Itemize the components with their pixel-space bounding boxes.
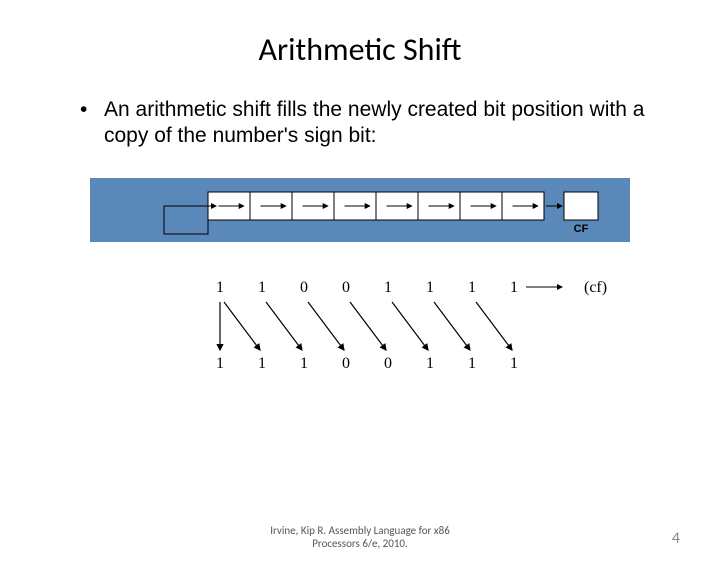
svg-text:0: 0: [384, 355, 392, 372]
svg-text:1: 1: [510, 355, 518, 372]
svg-text:0: 0: [342, 279, 350, 296]
bullet-block: • An arithmetic shift fills the newly cr…: [0, 97, 720, 150]
bullet-text: An arithmetic shift fills the newly crea…: [104, 97, 660, 150]
svg-text:1: 1: [216, 279, 224, 296]
svg-text:1: 1: [426, 279, 434, 296]
svg-text:1: 1: [216, 355, 224, 372]
svg-text:1: 1: [426, 355, 434, 372]
svg-text:1: 1: [468, 279, 476, 296]
svg-text:1: 1: [384, 279, 392, 296]
bit-shift-example-diagram: 1 1 0 0 1 1 1 1 (cf) 1 1 1 0 0 1 1 1: [90, 272, 630, 382]
svg-text:1: 1: [258, 279, 266, 296]
svg-text:CF: CF: [574, 223, 589, 235]
shift-register-diagram: CF: [90, 178, 630, 242]
page-title: Arithmetic Shift: [0, 30, 720, 69]
svg-text:(cf): (cf): [584, 279, 607, 296]
diagram-1-wrap: CF: [0, 178, 720, 242]
footer-citation: Irvine, Kip R. Assembly Language for x86…: [0, 524, 720, 550]
bullet-marker: •: [80, 97, 104, 150]
svg-text:1: 1: [300, 355, 308, 372]
svg-text:0: 0: [300, 279, 308, 296]
svg-text:0: 0: [342, 355, 350, 372]
diagram-2-wrap: 1 1 0 0 1 1 1 1 (cf) 1 1 1 0 0 1 1 1: [0, 272, 720, 382]
page-number: 4: [672, 529, 680, 548]
svg-text:1: 1: [510, 279, 518, 296]
footer-line-1: Irvine, Kip R. Assembly Language for x86: [0, 524, 720, 537]
svg-text:1: 1: [258, 355, 266, 372]
footer-line-2: Processors 6/e, 2010.: [0, 537, 720, 550]
svg-text:1: 1: [468, 355, 476, 372]
